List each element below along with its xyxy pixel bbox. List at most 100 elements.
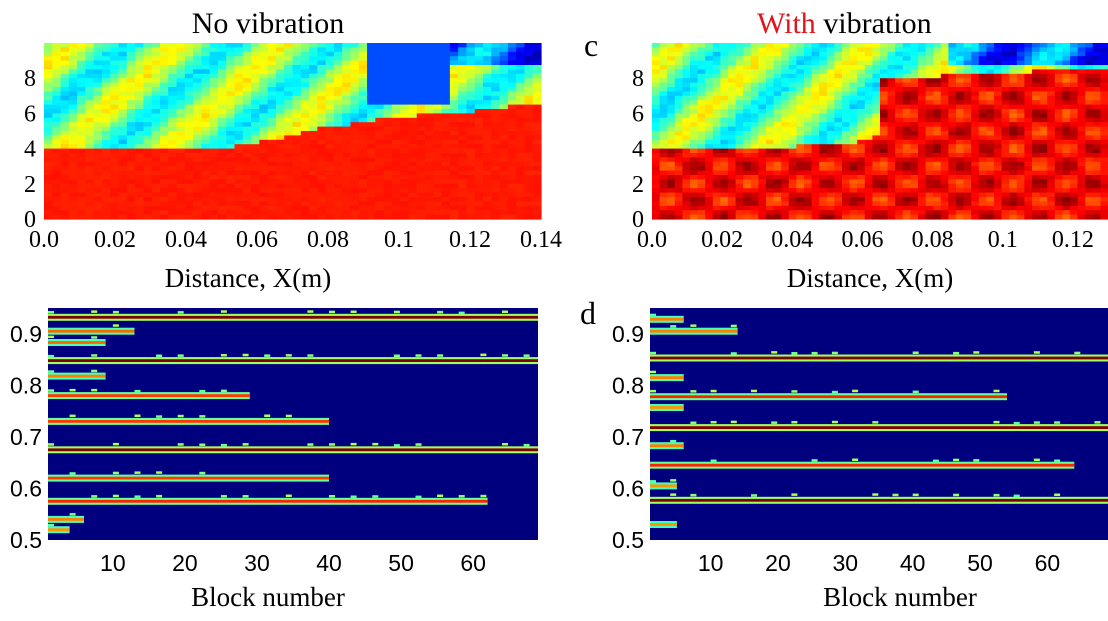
heatmap-cell: [902, 144, 911, 150]
heatmap-cell: [251, 175, 260, 180]
heatmap-cell: [143, 210, 153, 216]
heatmap-cell: [159, 148, 169, 154]
heatmap-cell: [758, 139, 767, 145]
heatmap-cell: [383, 95, 393, 101]
heatmap-cell: [159, 170, 169, 176]
heatmap-cell: [101, 82, 111, 88]
heatmap-cell: [292, 192, 302, 198]
heatmap-cell: [1039, 82, 1048, 88]
panel-c-label: c: [584, 27, 598, 63]
heatmap-cell: [284, 210, 294, 216]
heatmap-cell: [176, 122, 186, 128]
heatmap-cell: [226, 197, 236, 202]
heatmap-cell: [819, 188, 828, 194]
heatmap-cell: [466, 104, 476, 110]
heatmap-cell: [781, 201, 790, 207]
heatmap-cell: [367, 161, 376, 167]
heatmap-cell: [796, 104, 805, 110]
heatmap-cell: [712, 153, 721, 158]
heatmap-cell: [811, 183, 820, 189]
heatmap-cell: [300, 201, 310, 207]
heatmap-cell: [151, 91, 161, 97]
peak-speckle: [350, 442, 357, 446]
heatmap-cell: [532, 170, 542, 176]
heatmap-cell: [143, 170, 153, 176]
heatmap-cell: [925, 60, 934, 66]
heatmap-cell: [408, 175, 418, 180]
heatmap-cell: [217, 210, 227, 216]
heatmap-cell: [781, 82, 790, 88]
heatmap-cell: [1077, 201, 1086, 207]
heatmap-cell: [750, 117, 759, 123]
heatmap-cell: [85, 144, 95, 150]
heatmap-cell: [1077, 91, 1086, 97]
heatmap-cell: [1016, 214, 1025, 220]
heatmap-cell: [697, 153, 706, 158]
heatmap-cell: [1070, 201, 1079, 207]
heatmap-cell: [101, 113, 111, 119]
heatmap-cell: [176, 201, 186, 207]
heatmap-cell: [499, 78, 509, 84]
heatmap-cell: [499, 95, 509, 101]
heatmap-cell: [1039, 197, 1048, 202]
heatmap-cell: [358, 201, 368, 207]
heatmap-cell: [532, 161, 542, 167]
heatmap-cell: [499, 122, 509, 128]
heatmap-cell: [895, 100, 904, 106]
heatmap-cell: [126, 201, 136, 207]
heatmap-cell: [524, 139, 534, 145]
heatmap-cell: [68, 157, 78, 163]
heatmap-cell: [184, 100, 194, 106]
heatmap-cell: [466, 65, 476, 70]
heatmap-cell: [441, 60, 451, 66]
heatmap-cell: [781, 60, 790, 66]
heatmap-cell: [705, 87, 714, 92]
heatmap-cell: [743, 214, 752, 220]
heatmap-cell: [135, 131, 144, 136]
heatmap-cell: [940, 201, 949, 207]
heatmap-cell: [758, 100, 767, 106]
heatmap-cell: [201, 65, 211, 70]
heatmap-cell: [226, 170, 236, 176]
heatmap-cell: [176, 82, 186, 88]
heatmap-cell: [1009, 214, 1018, 220]
heatmap-cell: [1024, 153, 1033, 158]
heatmap-cell: [735, 87, 744, 92]
heatmap-cell: [93, 148, 103, 154]
heatmap-cell: [766, 192, 775, 198]
heatmap-cell: [864, 170, 873, 176]
heatmap-cell: [956, 183, 965, 189]
heatmap-cell: [416, 197, 426, 202]
heatmap-cell: [118, 188, 128, 194]
heatmap-cell: [872, 47, 881, 53]
heatmap-cell: [483, 69, 492, 75]
heatmap-cell: [1100, 82, 1108, 88]
heatmap-cell: [375, 113, 385, 119]
heatmap-cell: [819, 69, 828, 75]
heatmap-cell: [728, 148, 737, 154]
heatmap-cell: [483, 78, 492, 84]
heatmap-cell: [474, 122, 484, 128]
heatmap-cell: [826, 161, 835, 167]
heatmap-cell: [275, 161, 285, 167]
heatmap-cell: [1039, 122, 1048, 128]
heatmap-cell: [1085, 69, 1094, 75]
heatmap-cell: [375, 95, 385, 101]
heatmap-cell: [85, 73, 95, 79]
heatmap-cell: [234, 117, 244, 123]
heatmap-cell: [674, 135, 683, 141]
heatmap-cell: [781, 126, 790, 132]
heatmap-cell: [690, 192, 699, 198]
heatmap-cell: [758, 47, 767, 53]
heatmap-cell: [1077, 104, 1086, 110]
heatmap-cell: [796, 122, 805, 128]
heatmap-cell: [834, 126, 843, 132]
heatmap-cell: [408, 179, 418, 185]
heatmap-cell: [68, 148, 78, 154]
heatmap-cell: [425, 144, 434, 150]
heatmap-cell: [449, 139, 459, 145]
heatmap-cell: [159, 73, 169, 79]
heatmap-cell: [697, 109, 706, 114]
heatmap-cell: [834, 78, 843, 84]
heatmap-cell: [143, 51, 153, 57]
